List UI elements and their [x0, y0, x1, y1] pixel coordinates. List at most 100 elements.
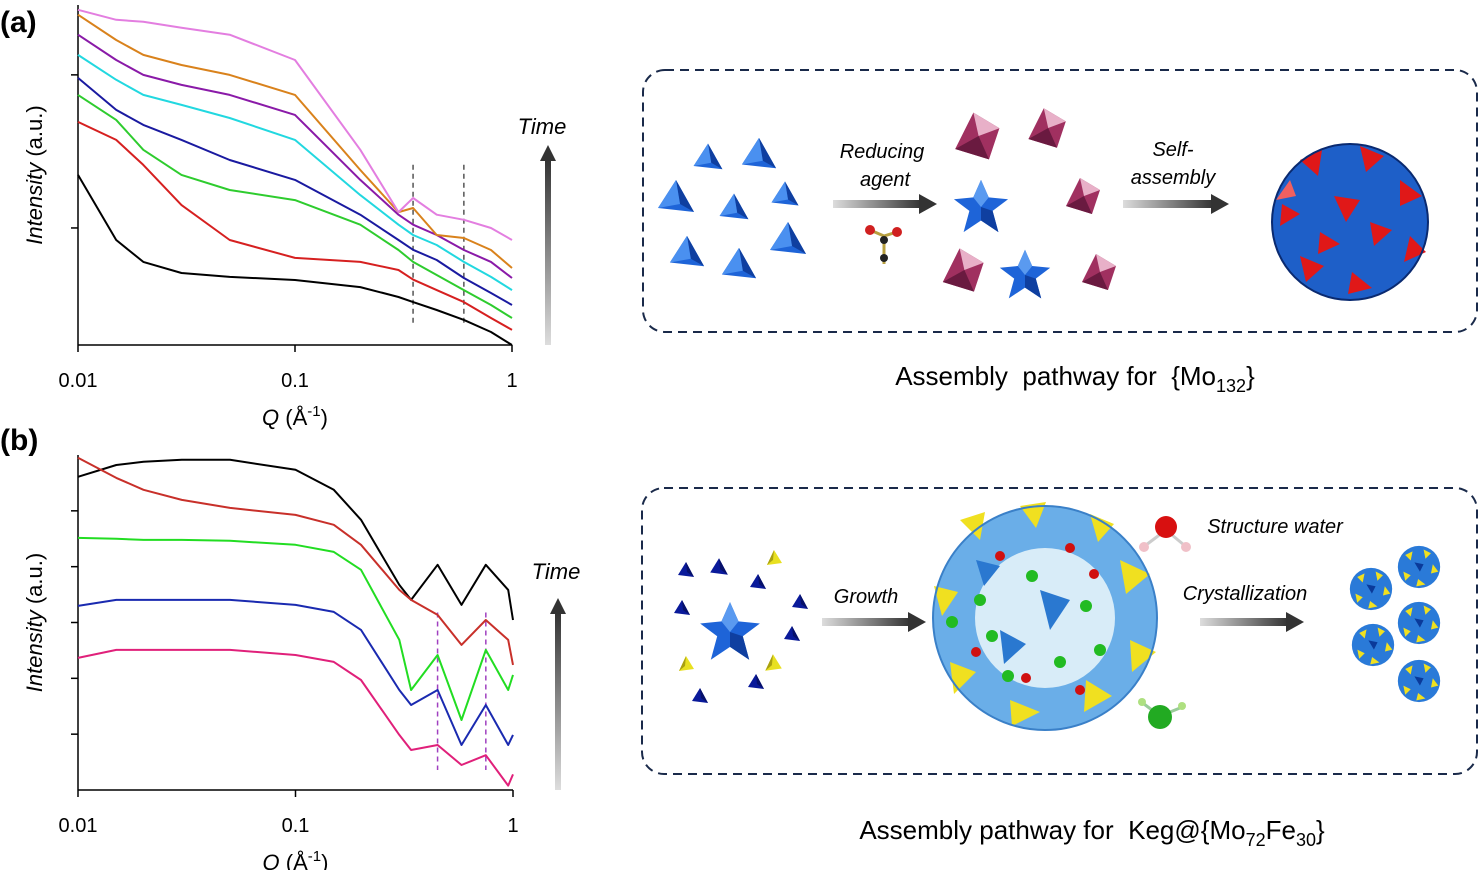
tetrahedron — [693, 143, 723, 170]
tetrahedron — [719, 193, 749, 220]
step-label: Growth — [834, 586, 898, 608]
tetrahedron — [748, 674, 764, 689]
crystal-cluster — [1397, 545, 1441, 589]
tetrahedron — [771, 181, 799, 206]
polyhedron — [1082, 254, 1116, 290]
crystal-cluster — [1397, 601, 1441, 645]
tetrahedron — [767, 550, 782, 565]
caption-text: } — [1316, 815, 1325, 845]
polyhedron — [955, 112, 1000, 160]
annotation: Time — [532, 559, 581, 584]
tetrahedron — [669, 235, 705, 267]
tetrahedron — [765, 654, 782, 671]
tetrahedron — [678, 562, 694, 577]
data-line — [77, 120, 513, 331]
green-atom — [1138, 698, 1186, 729]
axis-label-unit: (a.u.) — [22, 105, 47, 162]
caption-text: Assembly pathway for Keg@{Mo — [859, 815, 1245, 845]
arrow — [833, 194, 937, 214]
axis-label-symbol: Intensity — [22, 608, 47, 692]
caption: Assembly pathway for Keg@{Mo72Fe30} — [859, 815, 1325, 850]
arrow — [822, 612, 926, 632]
caption: Assembly pathway for {Mo132} — [895, 361, 1255, 396]
crystal-cluster — [1397, 659, 1441, 703]
caption-subscript: 72 — [1246, 830, 1266, 850]
axis-label-symbol: Intensity — [22, 161, 47, 245]
x-axis-label: Q (Å-1) — [262, 403, 328, 430]
data-line — [77, 94, 513, 319]
data-line — [77, 33, 513, 279]
tetrahedron — [792, 594, 808, 609]
caption-text: Assembly pathway for {Mo — [895, 361, 1216, 391]
axis-label-exponent: -1 — [307, 403, 320, 420]
data-line — [77, 536, 514, 721]
step-label: Structure water — [1207, 516, 1344, 538]
tetrahedron — [750, 574, 766, 589]
x-tick-label: 1 — [506, 370, 517, 392]
dashed-frame — [641, 487, 1478, 775]
arrow — [1200, 612, 1304, 632]
x-tick-label: 0.01 — [59, 815, 98, 837]
data-line — [77, 458, 514, 621]
arrow — [1123, 194, 1229, 214]
data-line — [77, 54, 513, 291]
tetrahedron — [721, 247, 757, 279]
data-line — [77, 598, 514, 746]
reducing-agent — [865, 225, 902, 264]
keggin — [700, 602, 760, 660]
axis-label-symbol: Q — [262, 405, 279, 430]
dashed-frame — [642, 69, 1478, 333]
caption-subscript: 132 — [1216, 376, 1246, 396]
panel-label: (a) — [0, 6, 37, 39]
tetrahedron — [710, 558, 728, 575]
data-line — [77, 456, 514, 666]
crystal-cluster — [1349, 567, 1393, 611]
axis-label-unit: (Å — [280, 850, 308, 870]
tetrahedron — [770, 222, 806, 254]
data-line — [77, 174, 513, 346]
caption-subscript: 30 — [1296, 830, 1316, 850]
polyhedron — [942, 248, 984, 292]
data-line — [77, 8, 513, 241]
step-label: agent — [860, 169, 911, 191]
step-label: assembly — [1131, 167, 1216, 189]
axis-label-unit: ) — [321, 850, 328, 870]
axis-label-unit: ) — [321, 405, 328, 430]
axis-label-exponent: -1 — [308, 848, 321, 865]
keggin-cluster — [932, 502, 1158, 731]
tetrahedron — [741, 137, 777, 169]
axis-label-symbol: Q — [263, 850, 280, 870]
caption-text: Fe — [1266, 815, 1296, 845]
step-label: Self- — [1152, 139, 1193, 161]
data-line — [77, 77, 513, 306]
x-tick-label: 0.01 — [59, 370, 98, 392]
tetrahedron — [674, 600, 690, 615]
x-tick-label: 0.1 — [282, 815, 310, 837]
annotation: Time — [518, 114, 567, 139]
cluster-unit — [953, 179, 1009, 233]
y-axis-label: Intensity (a.u.) — [22, 105, 47, 244]
crystal-cluster — [1351, 623, 1395, 667]
step-label: Crystallization — [1183, 583, 1307, 605]
y-axis-label: Intensity (a.u.) — [22, 553, 47, 692]
polyhedron — [1066, 178, 1100, 214]
molecule-group — [658, 108, 1429, 301]
mo132-cluster — [1271, 143, 1429, 301]
x-axis-label: Q (Å-1) — [263, 848, 329, 870]
step-label: Reducing — [840, 141, 925, 163]
time-arrow-head — [550, 598, 566, 614]
tetrahedron — [679, 656, 694, 671]
x-tick-label: 0.1 — [281, 370, 309, 392]
tetrahedron — [692, 688, 708, 703]
time-arrow-head — [540, 145, 556, 161]
tetrahedron — [784, 626, 800, 641]
tetrahedron — [658, 180, 694, 212]
molecule-group — [674, 502, 1441, 731]
panel-label: (b) — [0, 424, 38, 457]
cluster-unit — [999, 249, 1051, 299]
axis-label-unit: (Å — [279, 405, 307, 430]
caption-text: } — [1246, 361, 1255, 391]
time-arrow — [545, 159, 551, 345]
